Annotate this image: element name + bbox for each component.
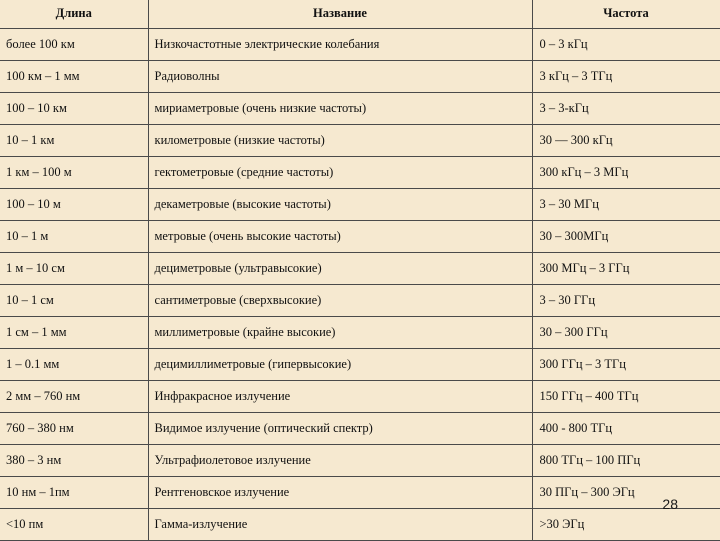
name-cell: дециметровые (ультравысокие) xyxy=(147,251,533,285)
frequency-cell: 30 ПГц – 300 ЭГц xyxy=(531,475,720,509)
table-row: 10 – 1 м метровые (очень высокие частоты… xyxy=(0,219,720,253)
frequency-cell: 3 – 3-кГц xyxy=(531,91,720,125)
length-cell: 1 см – 1 мм xyxy=(0,315,149,349)
table-row: 100 – 10 км мириаметровые (очень низкие … xyxy=(0,91,720,125)
table-row: 1 км – 100 м гектометровые (средние част… xyxy=(0,155,720,189)
name-cell: Ультрафиолетовое излучение xyxy=(147,443,533,477)
column-header-name: Название xyxy=(147,0,533,29)
column-header-frequency: Частота xyxy=(531,0,720,29)
frequency-cell: 300 МГц – 3 ГГц xyxy=(531,251,720,285)
column-header-length: Длина xyxy=(0,0,149,29)
length-cell: более 100 км xyxy=(0,27,149,61)
name-cell: Рентгеновское излучение xyxy=(147,475,533,509)
frequency-cell: 3 – 30 ГГц xyxy=(531,283,720,317)
frequency-cell: 3 кГц – 3 ТГц xyxy=(531,59,720,93)
name-cell: гектометровые (средние частоты) xyxy=(147,155,533,189)
length-cell: 10 – 1 км xyxy=(0,123,149,157)
name-cell: метровые (очень высокие частоты) xyxy=(147,219,533,253)
table-row: 2 мм – 760 нм Инфракрасное излучение 150… xyxy=(0,379,720,413)
frequency-cell: 300 кГц – 3 МГц xyxy=(531,155,720,189)
length-cell: 10 – 1 см xyxy=(0,283,149,317)
name-cell: Низкочастотные электрические колебания xyxy=(147,27,533,61)
length-cell: 1 м – 10 см xyxy=(0,251,149,285)
name-cell: децимиллиметровые (гипервысокие) xyxy=(147,347,533,381)
length-cell: 2 мм – 760 нм xyxy=(0,379,149,413)
table-row: 1 м – 10 см дециметровые (ультравысокие)… xyxy=(0,251,720,285)
length-cell: <10 пм xyxy=(0,507,149,541)
frequency-cell: 30 – 300 ГГц xyxy=(531,315,720,349)
length-cell: 760 – 380 нм xyxy=(0,411,149,445)
name-cell: Видимое излучение (оптический спектр) xyxy=(147,411,533,445)
page-number: 28 xyxy=(662,496,678,512)
table-row: 760 – 380 нм Видимое излучение (оптическ… xyxy=(0,411,720,445)
table-row: 10 – 1 см сантиметровые (сверхвысокие) 3… xyxy=(0,283,720,317)
frequency-cell: 30 – 300МГц xyxy=(531,219,720,253)
length-cell: 380 – 3 нм xyxy=(0,443,149,477)
length-cell: 100 – 10 км xyxy=(0,91,149,125)
name-cell: сантиметровые (сверхвысокие) xyxy=(147,283,533,317)
length-cell: 100 – 10 м xyxy=(0,187,149,221)
frequency-cell: 400 - 800 ТГц xyxy=(531,411,720,445)
frequency-cell: 0 – 3 кГц xyxy=(531,27,720,61)
table-row: 10 нм – 1пм Рентгеновское излучение 30 П… xyxy=(0,475,720,509)
name-cell: миллиметровые (крайне высокие) xyxy=(147,315,533,349)
table-row: 100 км – 1 мм Радиоволны 3 кГц – 3 ТГц xyxy=(0,59,720,93)
table-body: более 100 км Низкочастотные электрически… xyxy=(0,27,720,541)
length-cell: 1 – 0.1 мм xyxy=(0,347,149,381)
frequency-cell: 3 – 30 МГц xyxy=(531,187,720,221)
frequency-cell: 150 ГГц – 400 ТГц xyxy=(531,379,720,413)
table-row: 100 – 10 м декаметровые (высокие частоты… xyxy=(0,187,720,221)
table-row: 380 – 3 нм Ультрафиолетовое излучение 80… xyxy=(0,443,720,477)
table-header-row: Длина Название Частота xyxy=(0,0,720,29)
name-cell: декаметровые (высокие частоты) xyxy=(147,187,533,221)
frequency-cell: 800 ТГц – 100 ПГц xyxy=(531,443,720,477)
length-cell: 100 км – 1 мм xyxy=(0,59,149,93)
length-cell: 1 км – 100 м xyxy=(0,155,149,189)
table-row: 1 см – 1 мм миллиметровые (крайне высоки… xyxy=(0,315,720,349)
name-cell: Радиоволны xyxy=(147,59,533,93)
table-row: 1 – 0.1 мм децимиллиметровые (гипервысок… xyxy=(0,347,720,381)
table-row: <10 пм Гамма-излучение >30 ЭГц xyxy=(0,507,720,541)
name-cell: километровые (низкие частоты) xyxy=(147,123,533,157)
name-cell: Инфракрасное излучение xyxy=(147,379,533,413)
frequency-cell: 30 — 300 кГц xyxy=(531,123,720,157)
name-cell: Гамма-излучение xyxy=(147,507,533,541)
table-row: 10 – 1 км километровые (низкие частоты) … xyxy=(0,123,720,157)
frequency-cell: 300 ГГц – 3 ТГц xyxy=(531,347,720,381)
table-row: более 100 км Низкочастотные электрически… xyxy=(0,27,720,61)
length-cell: 10 – 1 м xyxy=(0,219,149,253)
length-cell: 10 нм – 1пм xyxy=(0,475,149,509)
name-cell: мириаметровые (очень низкие частоты) xyxy=(147,91,533,125)
frequency-cell: >30 ЭГц xyxy=(531,507,720,541)
